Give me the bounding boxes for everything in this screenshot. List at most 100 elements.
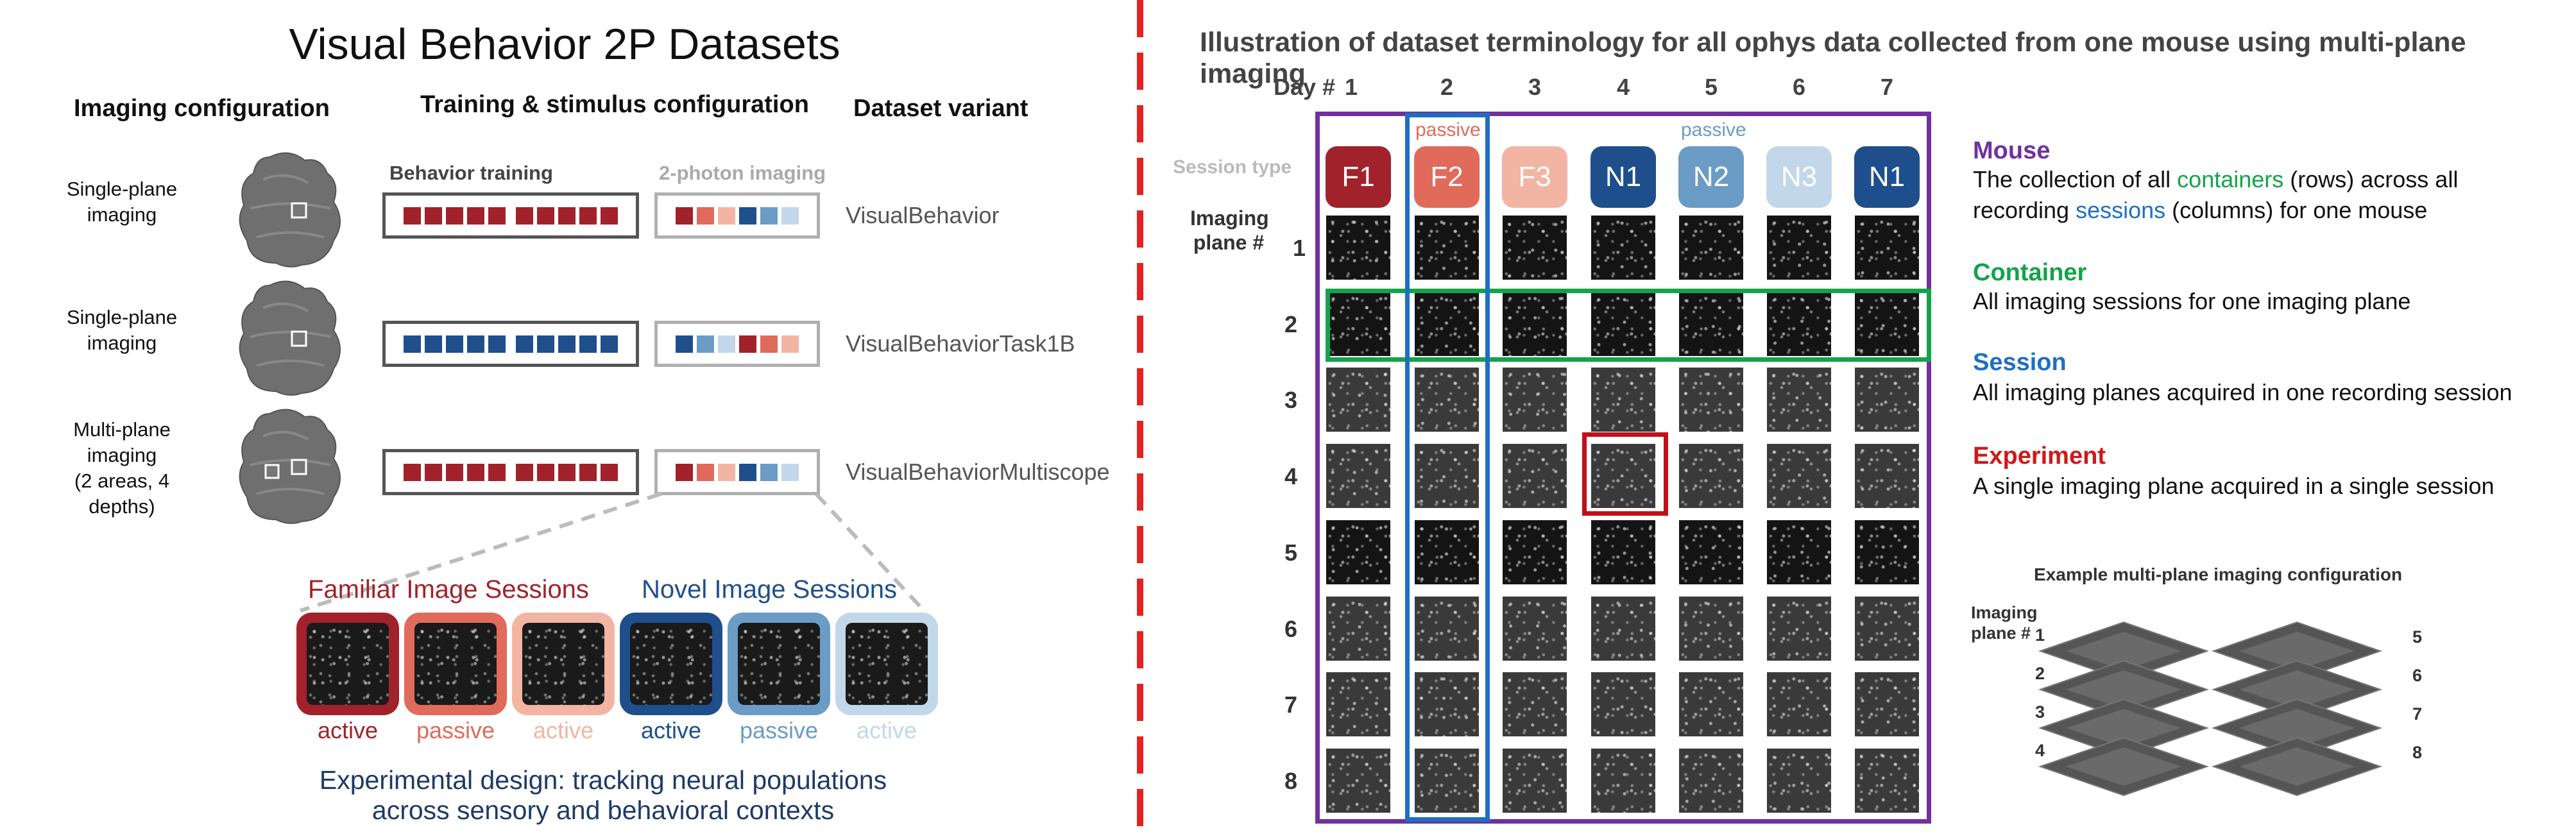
imaging-tile bbox=[1679, 597, 1743, 661]
mouse-def-text-b: (rows) across all bbox=[2283, 166, 2459, 192]
imaging-tile bbox=[1855, 368, 1919, 432]
day-label: Day # bbox=[1274, 74, 1336, 100]
training-session-square bbox=[516, 207, 533, 225]
imaging-plane-layer bbox=[2038, 698, 2210, 758]
session-type-badge: F3 bbox=[1502, 146, 1567, 208]
container-def-title: Container bbox=[1973, 259, 2087, 286]
imaging-session-square bbox=[739, 207, 756, 225]
example-plane-number: 1 bbox=[2035, 625, 2045, 645]
imaging-tile bbox=[1503, 216, 1567, 280]
imaging-plane-layer bbox=[2038, 736, 2210, 797]
imaging-session-square bbox=[781, 207, 799, 225]
imaging-tile bbox=[1503, 444, 1567, 508]
imaging-tile bbox=[1591, 292, 1655, 356]
training-session-square bbox=[446, 335, 463, 353]
imaging-tile bbox=[1679, 444, 1743, 508]
session-type-badge: N1 bbox=[1591, 146, 1656, 208]
config-line3: (2 areas, 4 depths) bbox=[74, 470, 170, 518]
session-image bbox=[307, 623, 389, 705]
caption-line1: Experimental design: tracking neural pop… bbox=[319, 765, 887, 795]
config-line1: Single-plane bbox=[66, 178, 178, 200]
dataset-variant-label: VisualBehaviorTask1B bbox=[846, 330, 1075, 357]
plane-number: 6 bbox=[1284, 616, 1298, 642]
imaging-session-square bbox=[676, 463, 693, 481]
header-training-stimulus: Training & stimulus configuration bbox=[420, 91, 809, 118]
session-type-label: Session type bbox=[1173, 157, 1292, 178]
plane-number: 2 bbox=[1284, 311, 1298, 337]
training-session-square bbox=[558, 335, 576, 353]
session-type-badge: F2 bbox=[1414, 146, 1480, 208]
imaging-session-square bbox=[739, 463, 756, 481]
imaging-tile bbox=[1679, 368, 1743, 432]
training-session-square bbox=[425, 207, 442, 225]
plane-number: 4 bbox=[1284, 463, 1298, 489]
plane-number: 7 bbox=[1284, 691, 1298, 718]
sublabel-two-photon: 2-photon imaging bbox=[659, 162, 826, 184]
imaging-tile bbox=[1503, 672, 1567, 736]
session-def-title: Session bbox=[1973, 349, 2067, 376]
training-session-square bbox=[425, 463, 442, 481]
passive-label-day5: passive bbox=[1681, 119, 1746, 140]
training-session-square bbox=[601, 207, 618, 225]
imaging-session-square bbox=[718, 207, 735, 225]
two-photon-sequence bbox=[654, 192, 820, 239]
imaging-session-square bbox=[676, 207, 693, 225]
passive-label-day2: passive bbox=[1415, 119, 1481, 140]
session-mode-label: active bbox=[533, 717, 594, 743]
header-dataset-variant: Dataset variant bbox=[853, 95, 1028, 122]
session-type-badge: N3 bbox=[1766, 146, 1832, 208]
imaging-tile bbox=[1767, 749, 1831, 813]
imaging-tile bbox=[1591, 444, 1655, 508]
session-thumbnail bbox=[620, 613, 722, 715]
imaging-session-square bbox=[760, 335, 778, 353]
imaging-tile bbox=[1767, 520, 1831, 584]
training-session-square bbox=[558, 463, 576, 481]
example-plane-number: 7 bbox=[2412, 704, 2423, 724]
training-session-square bbox=[488, 463, 506, 481]
training-session-square bbox=[579, 335, 597, 353]
dataset-variant-label: VisualBehavior bbox=[846, 202, 1000, 228]
session-image bbox=[414, 623, 497, 705]
training-session-square bbox=[425, 335, 442, 353]
experiment-def-title: Experiment bbox=[1973, 443, 2106, 470]
imaging-tile bbox=[1591, 520, 1655, 584]
dataset-variant-label: VisualBehaviorMultiscope bbox=[846, 459, 1110, 485]
day-number: 2 bbox=[1440, 74, 1454, 100]
imaging-tile bbox=[1855, 597, 1919, 661]
example-plane-number: 8 bbox=[2412, 743, 2423, 762]
session-thumbnail bbox=[835, 613, 938, 715]
imaging-tile bbox=[1591, 672, 1655, 736]
session-box bbox=[1405, 113, 1490, 822]
imaging-config-label: Single-plane imaging bbox=[45, 305, 199, 356]
imaging-session-square bbox=[697, 335, 714, 353]
session-image bbox=[846, 623, 928, 705]
imaging-tile bbox=[1503, 520, 1567, 584]
imaging-tile bbox=[1503, 368, 1567, 432]
imaging-config-label: Multi-plane imaging (2 areas, 4 depths) bbox=[45, 417, 199, 520]
training-session-square bbox=[404, 335, 421, 353]
imaging-session-square bbox=[697, 463, 714, 481]
training-session-square bbox=[446, 463, 463, 481]
day-number: 1 bbox=[1344, 74, 1358, 100]
imaging-tile bbox=[1326, 520, 1390, 584]
imaging-tile bbox=[1591, 749, 1655, 813]
example-title: Example multi-plane imaging configuratio… bbox=[2034, 564, 2403, 584]
imaging-tile bbox=[1767, 216, 1831, 280]
mouse-def-text-c: recording bbox=[1973, 197, 2076, 223]
imaging-plane-layer bbox=[2038, 621, 2210, 681]
imaging-session-square bbox=[697, 207, 714, 225]
training-session-square bbox=[537, 207, 554, 225]
config-line1: Multi-plane bbox=[73, 418, 171, 441]
experiment-box bbox=[1582, 432, 1668, 516]
plane-number: 3 bbox=[1284, 387, 1298, 413]
imaging-tile bbox=[1415, 444, 1479, 508]
example-plane-label-2: plane # bbox=[1971, 623, 2031, 643]
imaging-tile bbox=[1767, 444, 1831, 508]
training-session-square bbox=[488, 207, 506, 225]
training-session-square bbox=[467, 207, 484, 225]
two-photon-sequence bbox=[654, 321, 820, 367]
imaging-tile bbox=[1326, 444, 1390, 508]
imaging-tile bbox=[1679, 216, 1743, 280]
imaging-tile bbox=[1326, 672, 1390, 736]
left-title: Visual Behavior 2P Datasets bbox=[289, 20, 840, 69]
